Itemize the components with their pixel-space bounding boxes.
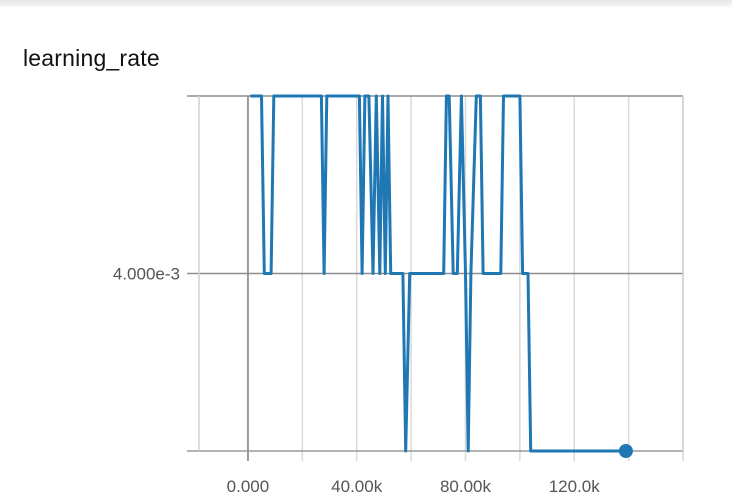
- x-tick-label: 0.000: [227, 477, 270, 496]
- chart-title: learning_rate: [23, 45, 160, 71]
- series-line: [250, 94, 628, 453]
- top-divider: [0, 0, 732, 7]
- tick-labels: 0.000 40.00k 80.00k 120.0k 4.000e-3: [113, 265, 600, 497]
- y-tick-label: 4.000e-3: [113, 265, 180, 284]
- x-tick-label: 40.00k: [331, 477, 383, 496]
- axes: [198, 96, 684, 451]
- x-tick-label: 80.00k: [440, 477, 492, 496]
- last-point-marker[interactable]: [618, 444, 633, 458]
- series-layer[interactable]: [250, 94, 633, 458]
- x-tick-label: 120.0k: [549, 477, 601, 496]
